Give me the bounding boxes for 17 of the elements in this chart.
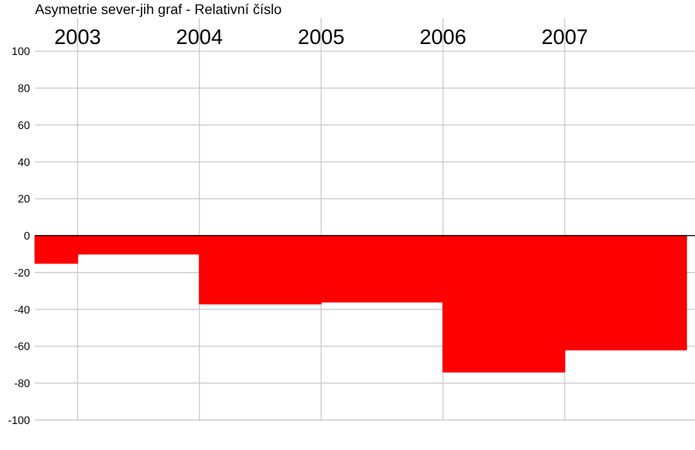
- x-tick-label: 2004: [176, 26, 224, 49]
- chart-title: Asymetrie sever-jih graf - Relativní číslo: [35, 1, 282, 17]
- y-tick-label: 100: [12, 46, 30, 58]
- y-tick-label: 60: [18, 120, 30, 132]
- y-tick-label: -60: [14, 341, 30, 354]
- y-tick-label: 20: [18, 194, 30, 206]
- x-tick-label: 2003: [54, 26, 101, 49]
- y-tick-label: 40: [18, 156, 30, 169]
- y-tick-label: 80: [18, 83, 30, 96]
- x-tick-label: 2006: [420, 26, 466, 49]
- y-tick-label: -20: [14, 267, 30, 280]
- y-tick-label: -80: [14, 378, 30, 390]
- x-tick-label: 2007: [541, 26, 588, 49]
- y-tick-label: -40: [14, 304, 30, 316]
- x-tick-label: 2005: [298, 26, 345, 49]
- y-tick-label: -100: [8, 415, 30, 427]
- y-tick-label: 0: [24, 230, 30, 243]
